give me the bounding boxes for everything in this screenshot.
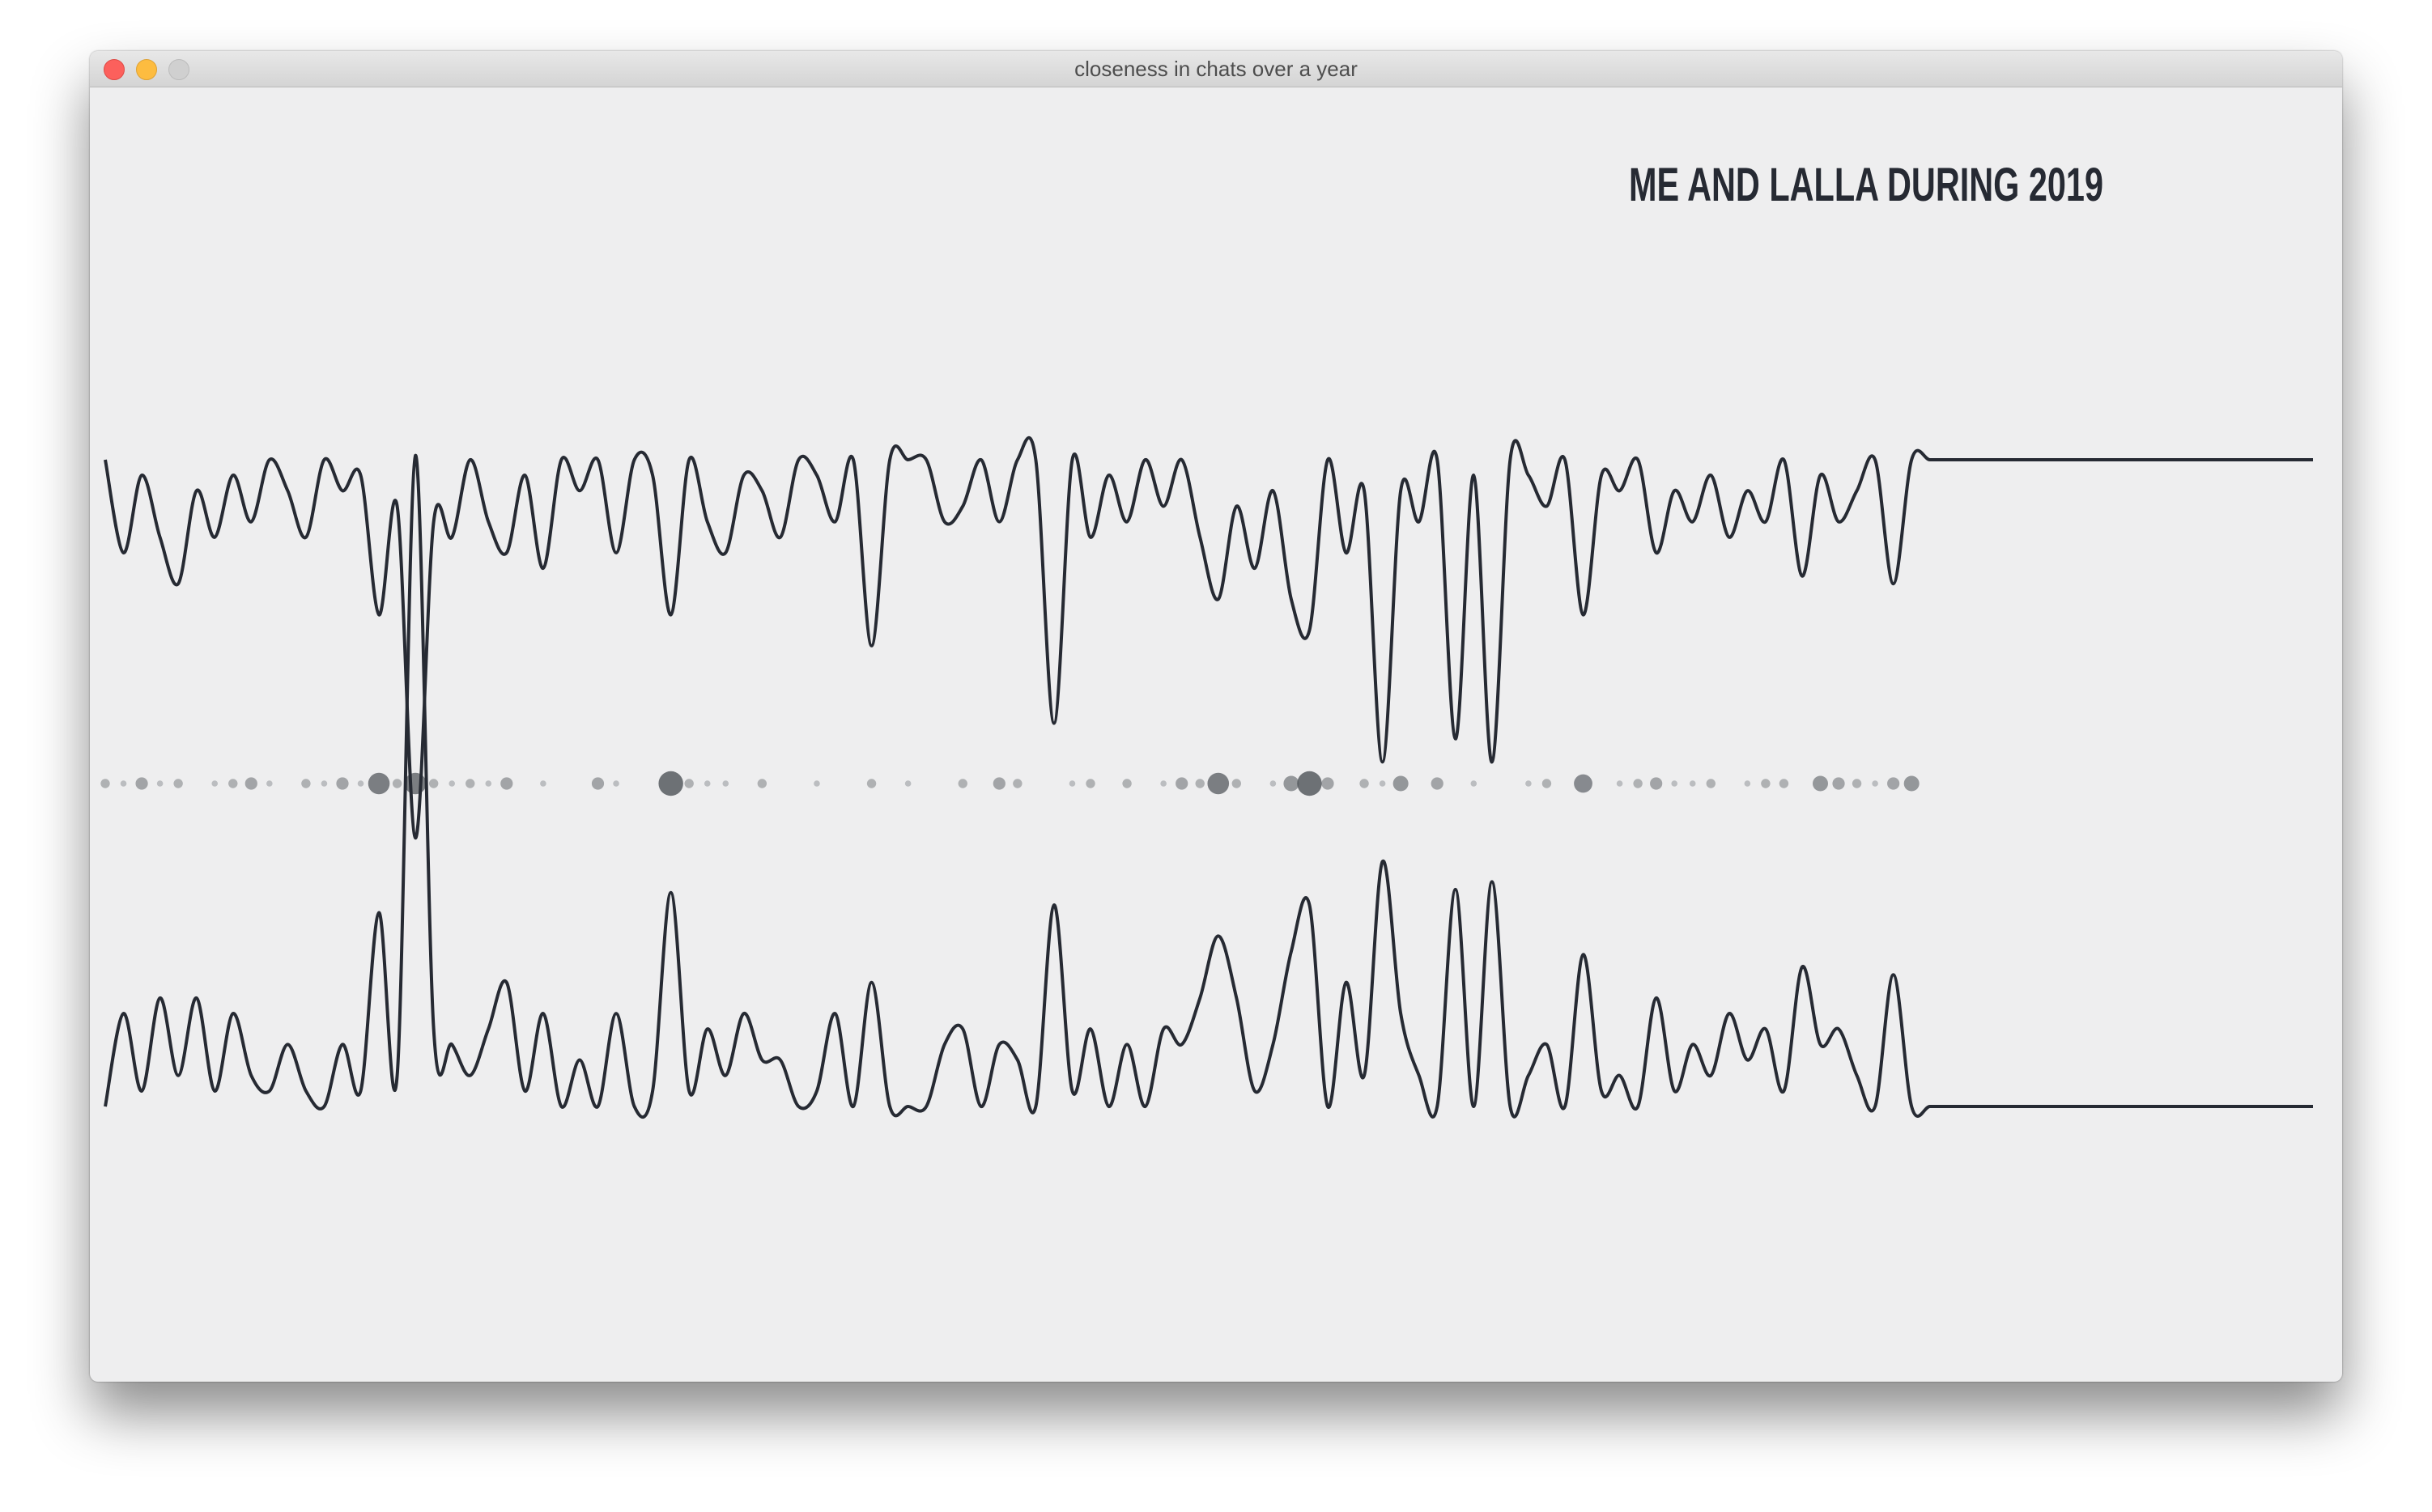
dot xyxy=(100,779,110,788)
dot xyxy=(1086,779,1095,788)
dot xyxy=(135,777,148,790)
dot xyxy=(1633,779,1643,788)
dot xyxy=(1779,779,1789,788)
dot xyxy=(211,780,219,787)
dot xyxy=(1122,779,1132,788)
window: closeness in chats over a year ME AND LA… xyxy=(90,51,2342,1382)
dot xyxy=(1761,779,1771,788)
dot xyxy=(1283,775,1299,792)
dot xyxy=(757,779,767,788)
dot xyxy=(1744,780,1751,787)
dot xyxy=(1650,777,1663,790)
dot xyxy=(449,780,456,787)
dot xyxy=(1832,777,1845,790)
dot xyxy=(1231,779,1242,788)
dot xyxy=(1431,777,1443,790)
dot xyxy=(866,779,877,788)
dot xyxy=(1392,775,1409,792)
dot xyxy=(428,779,439,788)
dot xyxy=(658,771,683,796)
dot xyxy=(244,777,257,790)
dot xyxy=(1069,780,1076,787)
series-line xyxy=(104,435,2313,840)
dot xyxy=(156,780,164,787)
dot xyxy=(357,780,364,787)
title-bar: closeness in chats over a year xyxy=(90,51,2342,87)
dot xyxy=(1297,771,1322,796)
dot xyxy=(1689,780,1696,787)
dot xyxy=(613,780,619,787)
dot xyxy=(1013,779,1023,788)
dot xyxy=(392,779,402,788)
dot xyxy=(1176,777,1188,790)
dot xyxy=(1852,779,1862,788)
dot xyxy=(1872,780,1878,787)
dot xyxy=(321,780,328,787)
dot xyxy=(368,772,390,795)
close-button[interactable] xyxy=(104,59,125,80)
window-title: closeness in chats over a year xyxy=(1074,57,1358,81)
dot xyxy=(722,780,729,787)
dot xyxy=(1195,779,1205,788)
dot xyxy=(1616,780,1623,787)
dot xyxy=(591,777,605,790)
dot xyxy=(904,780,912,787)
dot xyxy=(1160,780,1167,787)
dot xyxy=(404,772,427,795)
dot xyxy=(173,779,183,788)
series-line xyxy=(104,453,2313,1119)
chart: ME AND LALLA DURING 2019 xyxy=(100,159,2313,1119)
dot xyxy=(336,777,349,790)
dot xyxy=(540,780,546,787)
dot xyxy=(466,779,475,788)
dot xyxy=(958,779,967,788)
minimize-button[interactable] xyxy=(136,59,157,80)
dot xyxy=(266,780,273,787)
dot xyxy=(1207,772,1230,795)
chart-title: ME AND LALLA DURING 2019 xyxy=(1629,159,2103,211)
dot xyxy=(1903,775,1920,792)
dot xyxy=(1671,780,1677,787)
dot xyxy=(1470,780,1477,787)
dot xyxy=(1812,775,1828,792)
dot xyxy=(301,779,311,788)
dot xyxy=(1269,780,1277,787)
dot xyxy=(500,777,513,790)
dot xyxy=(1706,779,1716,788)
dot xyxy=(1379,780,1386,787)
dot xyxy=(1574,774,1592,793)
dot xyxy=(1541,779,1552,788)
dot xyxy=(993,777,1006,790)
dot xyxy=(228,779,238,788)
dot xyxy=(1525,780,1532,787)
dot xyxy=(485,780,492,787)
dot xyxy=(684,779,694,788)
dot xyxy=(120,780,127,787)
dot xyxy=(814,780,820,787)
dot xyxy=(1887,777,1900,790)
dot xyxy=(1321,777,1334,790)
dot xyxy=(704,780,711,787)
zoom-button[interactable] xyxy=(168,59,189,80)
dot xyxy=(1359,779,1369,788)
